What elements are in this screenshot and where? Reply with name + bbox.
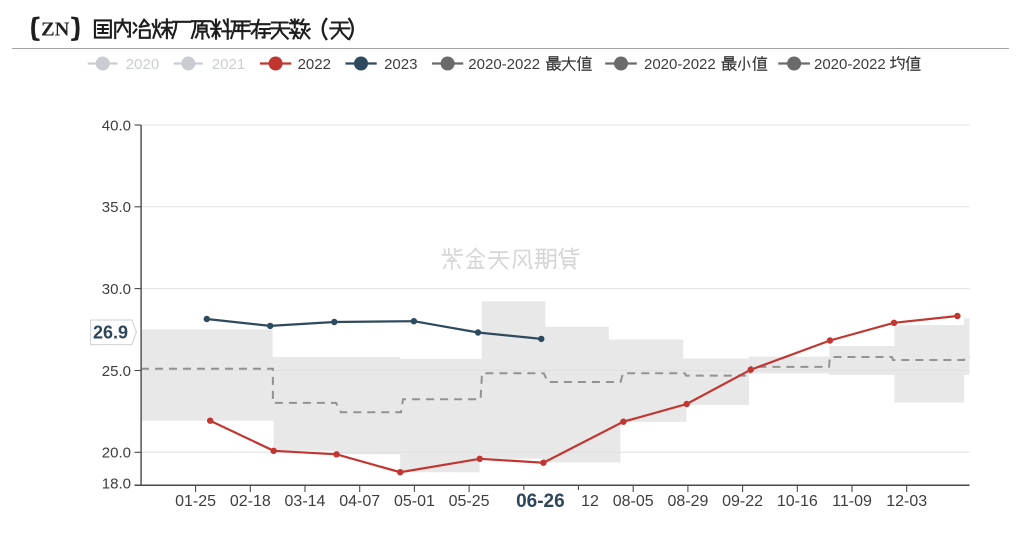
svg-text:02-18: 02-18 (230, 493, 271, 510)
svg-text:05-01: 05-01 (394, 493, 435, 510)
svg-text:26.9: 26.9 (93, 323, 128, 343)
svg-text:2020-2022: 2020-2022 (644, 56, 716, 73)
svg-text:06-26: 06-26 (516, 491, 565, 512)
svg-text:12-03: 12-03 (886, 493, 927, 510)
svg-text:ZN: ZN (41, 19, 70, 41)
svg-text:2021: 2021 (212, 56, 245, 73)
svg-text:30.0: 30.0 (102, 281, 131, 298)
svg-text:10-16: 10-16 (777, 493, 818, 510)
svg-text:2020-2022: 2020-2022 (814, 56, 886, 73)
svg-text:2023: 2023 (384, 56, 417, 73)
svg-text:08-05: 08-05 (613, 493, 654, 510)
svg-text:05-25: 05-25 (449, 493, 490, 510)
svg-text:2022: 2022 (298, 56, 331, 73)
svg-text:11-09: 11-09 (832, 493, 872, 510)
svg-text:2020: 2020 (126, 56, 159, 73)
svg-text:09-22: 09-22 (722, 493, 763, 510)
svg-text:08-29: 08-29 (667, 493, 708, 510)
svg-text:20.0: 20.0 (102, 445, 131, 462)
svg-text:18.0: 18.0 (102, 475, 131, 492)
svg-text:25.0: 25.0 (102, 363, 131, 380)
svg-text:01-25: 01-25 (175, 493, 216, 510)
svg-text:40.0: 40.0 (102, 117, 131, 134)
svg-text:35.0: 35.0 (102, 199, 131, 216)
svg-text:2020-2022: 2020-2022 (468, 56, 540, 73)
svg-text:03-14: 03-14 (285, 493, 326, 510)
svg-text:04-07: 04-07 (339, 493, 380, 510)
